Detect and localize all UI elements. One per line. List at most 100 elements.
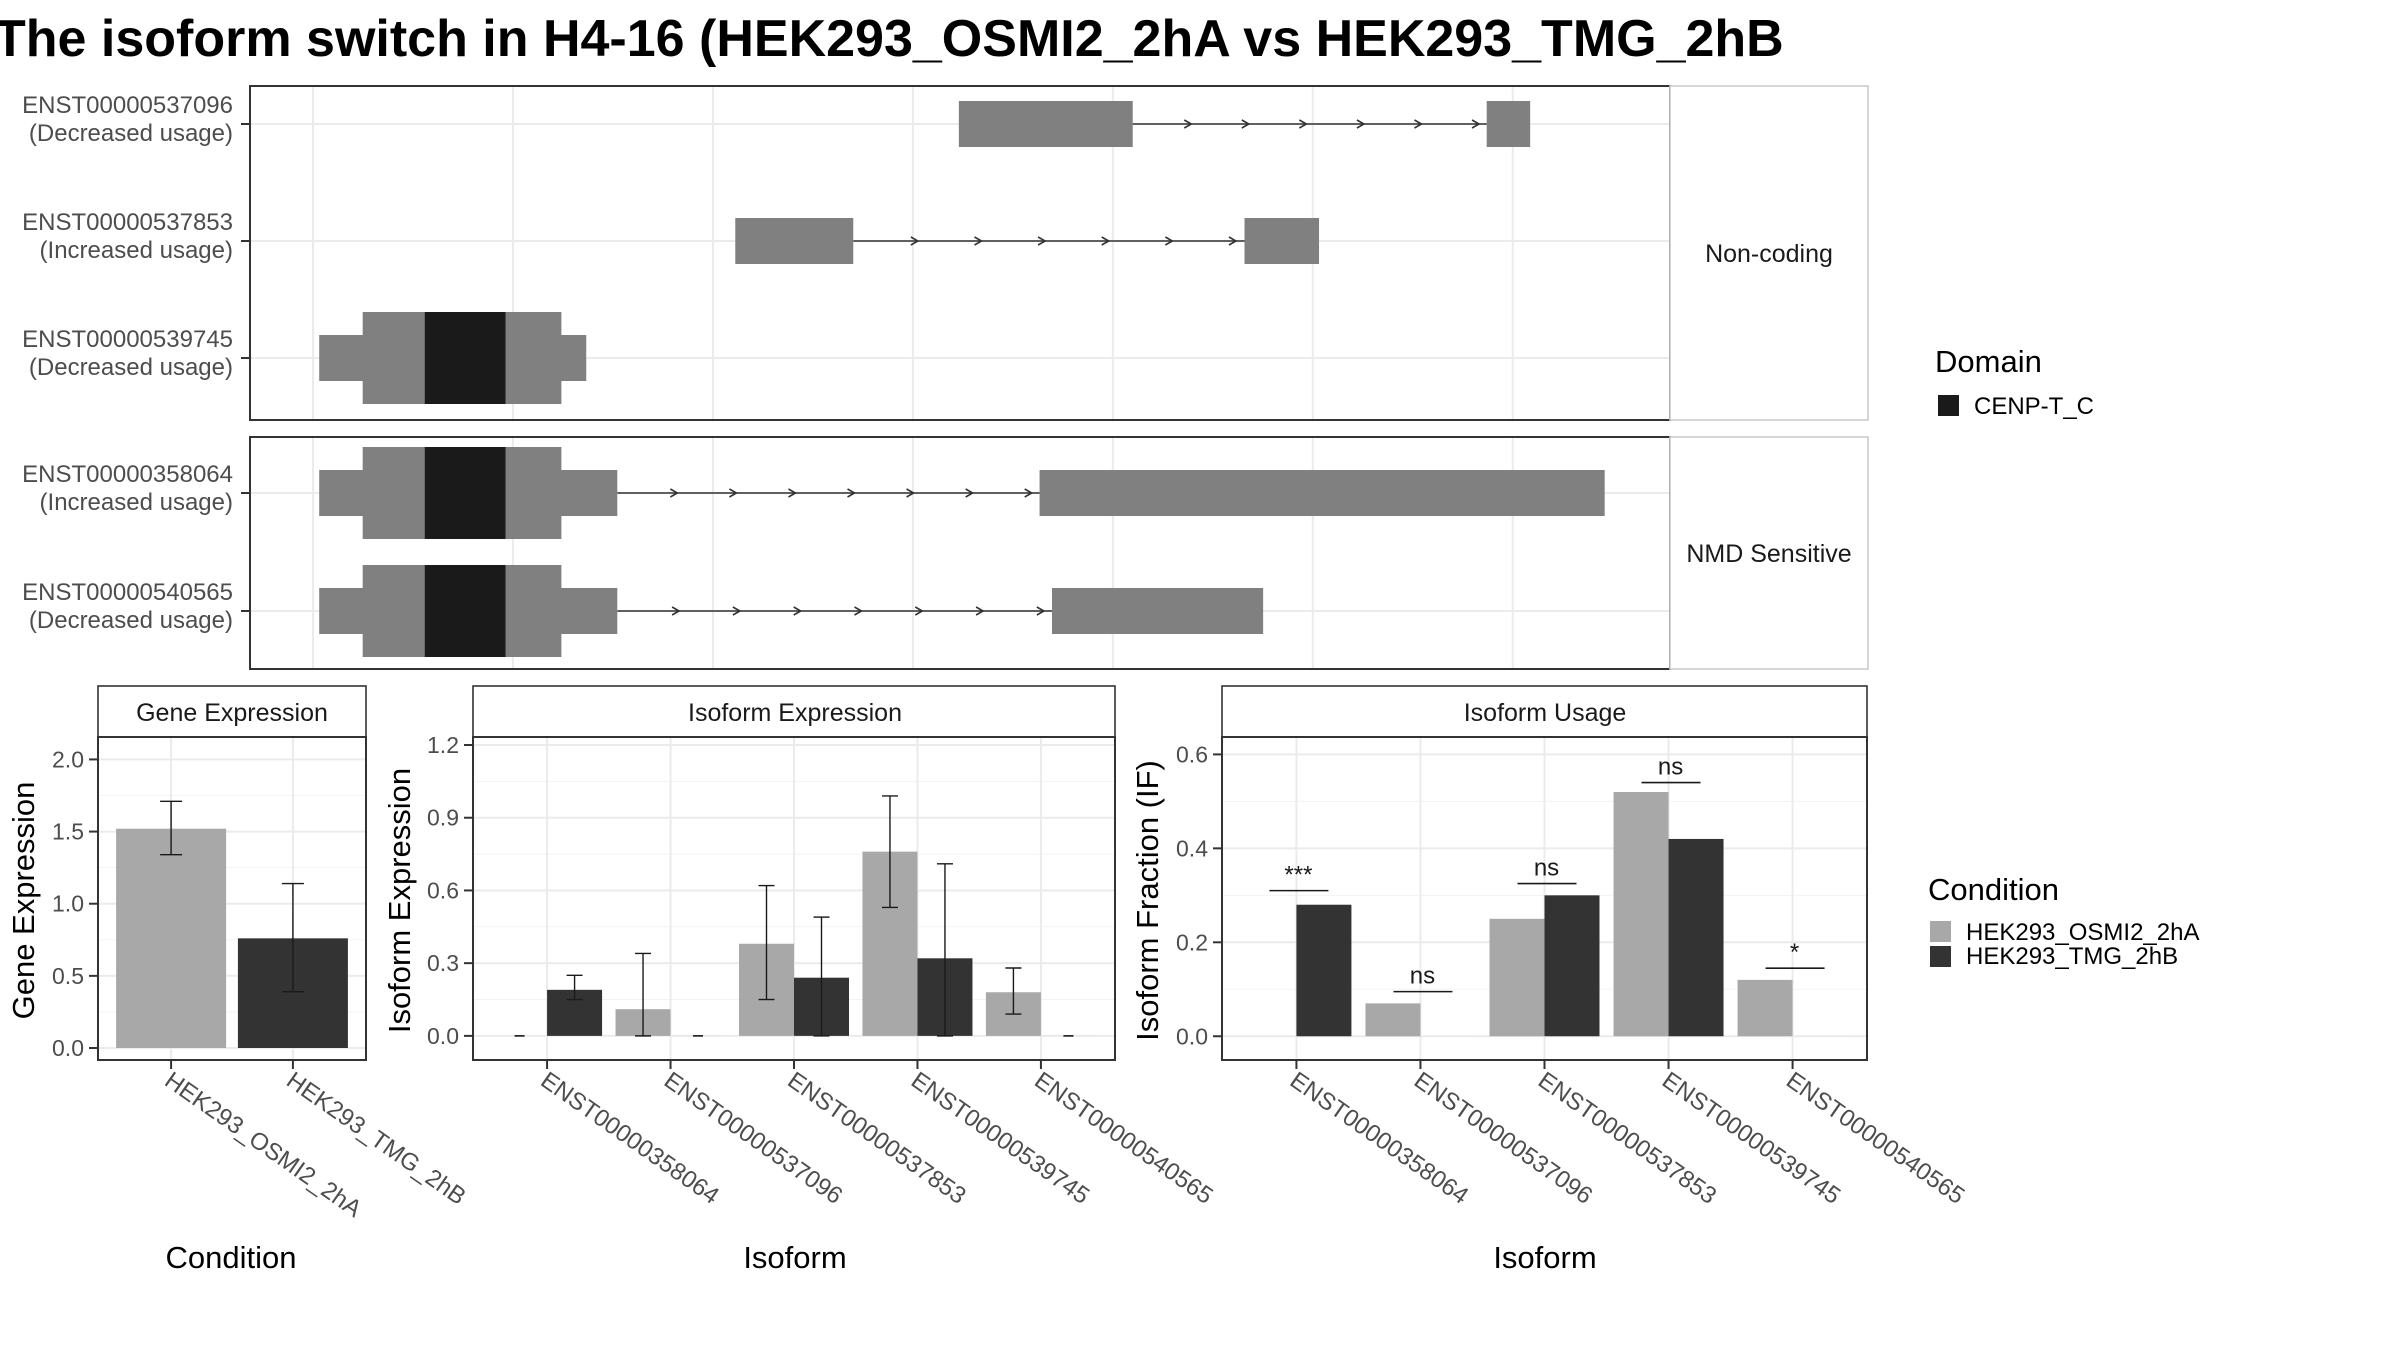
significance-label: ns — [1410, 963, 1435, 990]
condition-legend: Condition HEK293_OSMI2_2hA HEK293_TMG_2h… — [1928, 872, 2199, 970]
y-axis-title: Isoform Fraction (IF) — [1130, 760, 1165, 1041]
condition-legend-swatch-a — [1930, 921, 1951, 942]
condition-legend-title: Condition — [1928, 872, 2059, 907]
structure-strip-label: Non-coding — [1705, 240, 1833, 268]
intron-arrow — [1228, 236, 1238, 246]
y-tick-label: 0.9 — [427, 805, 459, 831]
domain-legend-label: CENP-T_C — [1974, 393, 2094, 420]
isoform-id-label: ENST00000540565 — [22, 579, 233, 606]
y-tick-label: 1.0 — [52, 891, 84, 917]
y-tick-label: 0.0 — [52, 1035, 84, 1061]
y-tick-label: 0.2 — [1176, 929, 1208, 955]
intron-arrow — [847, 488, 857, 498]
domain-legend-swatch — [1938, 395, 1959, 416]
intron-arrow — [974, 236, 984, 246]
chart-title: Isoform Usage — [1464, 699, 1627, 727]
intron-arrow — [854, 606, 864, 616]
exon-block — [1039, 470, 1605, 516]
y-tick-label: 2.0 — [52, 746, 84, 772]
plot-border — [97, 736, 367, 1061]
exon-block — [735, 218, 854, 264]
bar — [1613, 791, 1669, 1037]
domain-block — [424, 312, 506, 404]
significance-label: *** — [1284, 862, 1312, 889]
x-axis-title: Isoform — [1493, 1240, 1596, 1275]
exon-block — [958, 101, 1133, 147]
chart-title-strip — [472, 685, 1116, 738]
isoform-id-label: ENST00000358064 — [22, 461, 233, 488]
intron-arrow — [965, 488, 975, 498]
transcript-structure-panels: ENST00000537096(Decreased usage)ENST0000… — [22, 85, 1869, 670]
bar-chart-2: Isoform Expression0.00.30.60.91.2ENST000… — [382, 685, 1218, 1275]
intron-arrow — [1101, 236, 1111, 246]
y-tick-label: 0.0 — [427, 1023, 459, 1049]
domain-block — [424, 565, 506, 657]
bar-charts: Gene Expression 0.0 0.5 1.0 1.5 2.0 HEK293_OSM… — [6, 685, 1969, 1275]
intron-arrow — [1024, 488, 1034, 498]
intron-arrow — [1414, 119, 1424, 129]
intron-arrow — [732, 606, 742, 616]
bar — [116, 828, 227, 1048]
structure-strip — [1669, 436, 1869, 670]
y-tick-label: 0.6 — [427, 877, 459, 903]
figure-title: The isoform switch in H4-16 (HEK293_OSMI… — [0, 10, 1784, 68]
intron-arrow — [906, 488, 916, 498]
intron-arrow — [1471, 119, 1481, 129]
y-axis-title: Isoform Expression — [382, 768, 417, 1033]
domain-block — [424, 447, 506, 539]
y-tick-label: 0.5 — [52, 963, 84, 989]
domain-legend-title: Domain — [1935, 344, 2042, 379]
intron-arrow — [1183, 119, 1193, 129]
chart-title: Gene Expression — [136, 699, 328, 727]
bar — [1737, 979, 1793, 1037]
intron-arrow — [1036, 606, 1046, 616]
bar — [1296, 904, 1352, 1037]
condition-legend-label-b: HEK293_TMG_2hB — [1966, 943, 2178, 970]
bar-chart-1: Gene Expression 0.0 0.5 1.0 1.5 2.0 HEK293_OSM… — [6, 685, 471, 1275]
intron-arrow — [910, 236, 920, 246]
structure-strip — [1669, 85, 1869, 421]
intron-arrow — [671, 606, 681, 616]
condition-legend-swatch-b — [1930, 946, 1951, 967]
y-tick-label: 0.6 — [1176, 741, 1208, 767]
significance-label: ns — [1658, 754, 1683, 781]
domain-legend: Domain CENP-T_C — [1935, 344, 2094, 420]
structure-strip-label: NMD Sensitive — [1686, 540, 1851, 568]
bar-chart-3: Isoform Usage0.00.20.40.6***nsnsns*ENST0… — [1130, 685, 1969, 1275]
y-tick-label: 1.5 — [52, 819, 84, 845]
y-tick-label: 0.4 — [1176, 835, 1208, 861]
y-tick-label: 1.2 — [427, 732, 459, 758]
y-tick-label: 0.0 — [1176, 1023, 1208, 1049]
intron-arrow — [1037, 236, 1047, 246]
x-axis-title: Condition — [166, 1240, 297, 1275]
isoform-usage-label: (Decreased usage) — [29, 120, 233, 147]
isoform-usage-label: (Increased usage) — [40, 489, 233, 516]
bar — [1489, 918, 1545, 1037]
isoform-usage-label: (Decreased usage) — [29, 354, 233, 381]
significance-label: ns — [1534, 855, 1559, 882]
x-tick-label: HEK293_OSMI2_2hA — [160, 1067, 367, 1223]
chart-title: Isoform Expression — [688, 699, 902, 727]
exon-block — [1244, 218, 1320, 264]
intron-arrow — [1298, 119, 1309, 129]
bar — [1544, 895, 1600, 1037]
bar — [1668, 838, 1724, 1037]
isoform-usage-label: (Increased usage) — [40, 237, 233, 264]
intron-arrow — [914, 606, 924, 616]
exon-block — [1051, 588, 1264, 634]
exon-block — [1486, 101, 1531, 147]
intron-arrow — [1164, 236, 1174, 246]
intron-arrow — [729, 488, 739, 498]
isoform-id-label: ENST00000537853 — [22, 209, 233, 236]
y-tick-label: 0.3 — [427, 950, 459, 976]
isoform-id-label: ENST00000537096 — [22, 92, 233, 119]
condition-legend-label-a: HEK293_OSMI2_2hA — [1966, 919, 2199, 946]
intron-arrow — [1356, 119, 1366, 129]
isoform-id-label: ENST00000539745 — [22, 326, 233, 353]
significance-label: * — [1790, 939, 1799, 966]
intron-arrow — [793, 606, 803, 616]
x-axis-title: Isoform — [743, 1240, 846, 1275]
bar — [1365, 1003, 1421, 1037]
intron-arrow — [1241, 119, 1251, 129]
